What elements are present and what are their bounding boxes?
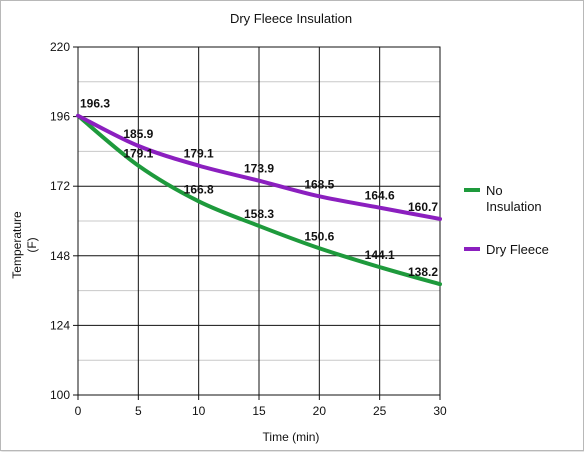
y-tick-label: 172 [50, 179, 70, 193]
data-label: 138.2 [408, 265, 438, 279]
x-tick-label: 25 [373, 404, 387, 418]
axes: 100 124 148 172 196 220 0 5 10 15 20 25 30 [50, 40, 447, 418]
data-label: 166.8 [184, 182, 214, 196]
data-labels: 179.1 166.8 158.3 150.6 144.1 138.2 196.3 185.9… [80, 97, 438, 279]
legend-label: Dry Fleece [486, 242, 549, 257]
data-label: 185.9 [123, 127, 153, 141]
x-tick-label: 15 [252, 404, 266, 418]
x-axis-label: Time (min) [263, 430, 320, 444]
data-label: 168.5 [304, 177, 334, 191]
data-label: 150.6 [304, 229, 334, 243]
legend-label: Insulation [486, 199, 542, 214]
series-group [76, 113, 442, 287]
x-tick-label: 20 [313, 404, 327, 418]
data-label: 164.6 [365, 189, 395, 203]
y-axis-label-line-2: (F) [25, 237, 39, 252]
y-tick-label: 100 [50, 388, 70, 402]
chart-title: Dry Fleece Insulation [230, 11, 352, 26]
data-label: 173.9 [244, 162, 274, 176]
x-tick-label: 30 [433, 404, 447, 418]
y-axis-label: Temperature (F) [10, 211, 39, 279]
data-label: 144.1 [365, 248, 395, 262]
y-tick-label: 220 [50, 40, 70, 54]
data-label: 160.7 [408, 200, 438, 214]
y-axis-label-line-1: Temperature [10, 211, 24, 279]
data-label: 179.1 [123, 147, 153, 161]
y-tick-label: 148 [50, 249, 70, 263]
y-tick-label: 196 [50, 110, 70, 124]
x-tick-label: 10 [192, 404, 206, 418]
x-tick-label: 0 [75, 404, 82, 418]
y-tick-label: 124 [50, 318, 70, 332]
legend-label: No [486, 183, 503, 198]
series-line-1 [76, 113, 442, 221]
data-label: 196.3 [80, 97, 110, 111]
series-line-0 [76, 113, 442, 287]
grid [77, 46, 441, 396]
plot-area-border [77, 46, 441, 396]
x-tick-label: 5 [135, 404, 142, 418]
data-label: 179.1 [184, 147, 214, 161]
data-label: 158.3 [244, 207, 274, 221]
